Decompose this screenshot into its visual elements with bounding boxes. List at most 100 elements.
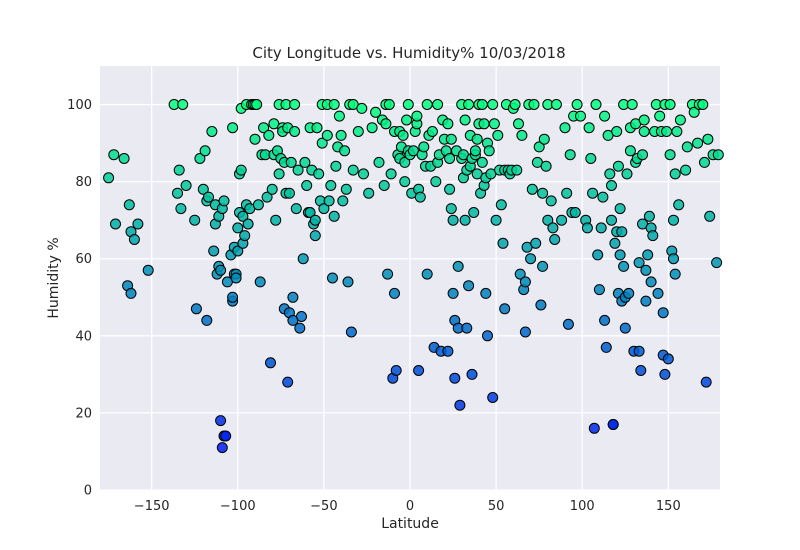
data-point	[296, 311, 307, 322]
data-point	[492, 129, 504, 141]
data-point	[383, 99, 395, 110]
data-point	[421, 268, 433, 280]
data-point	[599, 314, 611, 326]
data-point	[482, 330, 493, 342]
data-point	[249, 133, 261, 145]
data-point	[352, 126, 364, 137]
data-point	[309, 214, 321, 226]
data-point	[638, 126, 650, 137]
data-point	[497, 237, 509, 249]
data-point	[542, 214, 554, 226]
data-point	[588, 422, 600, 434]
data-point	[592, 249, 604, 261]
data-point	[640, 295, 652, 307]
data-point	[418, 141, 430, 153]
data-point	[390, 365, 402, 376]
data-point	[432, 99, 444, 110]
data-point	[547, 222, 559, 234]
data-point	[289, 126, 301, 137]
data-point	[624, 145, 636, 157]
data-point	[411, 110, 423, 122]
data-point	[674, 114, 686, 126]
data-point	[442, 118, 454, 130]
data-point	[347, 164, 359, 176]
data-point	[671, 126, 683, 137]
data-point	[662, 353, 674, 365]
data-point	[535, 299, 547, 311]
data-point	[454, 399, 466, 411]
data-point	[697, 99, 709, 110]
data-point	[142, 264, 154, 276]
data-point	[316, 137, 328, 149]
data-point	[692, 137, 704, 149]
data-point	[681, 141, 693, 153]
data-point	[452, 260, 464, 272]
data-point	[664, 99, 676, 110]
data-point	[525, 253, 537, 265]
y-tick-label: 0	[84, 484, 92, 499]
data-point	[413, 365, 425, 376]
data-point	[254, 276, 266, 288]
data-point	[265, 357, 276, 369]
data-point	[199, 145, 211, 157]
data-point	[633, 257, 645, 269]
data-point	[699, 156, 710, 168]
data-point	[561, 187, 573, 199]
data-point	[289, 99, 301, 110]
data-point	[242, 218, 254, 230]
x-tick-label: −150	[134, 499, 170, 514]
data-point	[607, 419, 619, 430]
data-point	[537, 187, 549, 199]
data-point	[538, 133, 550, 145]
data-point	[545, 195, 557, 207]
data-point	[516, 129, 528, 141]
data-point	[321, 129, 333, 141]
data-point	[688, 106, 700, 118]
data-point	[345, 326, 357, 338]
data-point	[283, 187, 295, 199]
data-point	[301, 180, 313, 191]
data-point	[621, 168, 633, 180]
data-point	[337, 195, 349, 207]
data-point	[480, 287, 492, 299]
data-point	[668, 214, 679, 226]
data-point	[445, 133, 457, 145]
data-point	[215, 415, 227, 427]
data-point	[285, 156, 297, 168]
data-point	[235, 164, 247, 176]
data-point	[669, 268, 681, 280]
data-point	[616, 226, 628, 238]
data-point	[123, 199, 135, 211]
x-tick-label: 0	[406, 499, 414, 514]
data-point	[201, 314, 213, 326]
data-point	[509, 99, 521, 110]
data-point	[537, 260, 549, 272]
data-point	[128, 234, 140, 245]
data-point	[657, 307, 669, 319]
data-point	[373, 156, 385, 168]
data-point	[445, 203, 457, 215]
data-point	[378, 180, 390, 191]
data-point	[311, 122, 323, 134]
data-point	[335, 129, 347, 141]
data-point	[640, 264, 652, 276]
data-point	[197, 183, 209, 195]
data-point	[461, 322, 473, 334]
data-point	[270, 214, 282, 226]
data-point	[103, 172, 115, 184]
y-tick-label: 80	[75, 175, 92, 190]
data-point	[318, 203, 330, 215]
data-point	[216, 442, 228, 454]
data-point	[125, 287, 137, 299]
data-point	[528, 99, 540, 110]
data-point	[313, 168, 325, 180]
data-point	[258, 122, 270, 134]
data-point	[556, 214, 568, 226]
data-point	[530, 237, 542, 249]
data-point	[495, 199, 507, 211]
data-point	[399, 156, 411, 168]
data-point	[304, 207, 316, 218]
data-point	[614, 249, 626, 261]
data-point	[519, 326, 531, 338]
data-point	[638, 114, 650, 126]
